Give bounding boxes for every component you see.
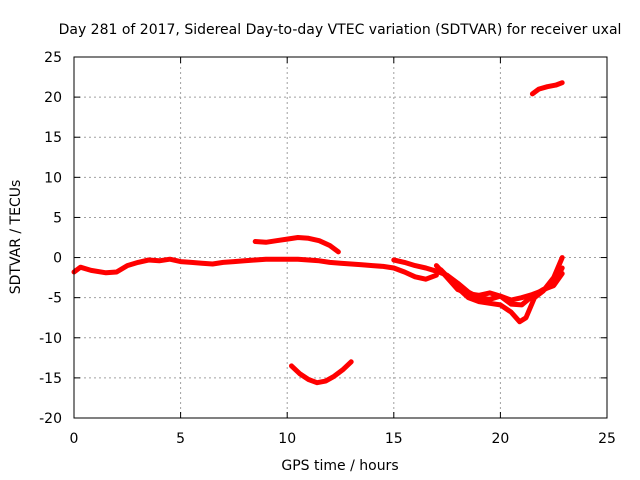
y-tick-label: -20 xyxy=(39,411,62,427)
y-tick-label: 25 xyxy=(44,50,62,66)
x-axis-label: GPS time / hours xyxy=(281,458,398,474)
axis-ticks: 0 5 10 15 20 25 -20 -15 -10 -5 0 5 10 15 20 25 xyxy=(39,50,616,447)
series-main-track xyxy=(71,256,439,282)
chart-title: Day 281 of 2017, Sidereal Day-to-day VTE… xyxy=(59,22,622,38)
y-axis-label: SDTVAR / TECUs xyxy=(8,180,24,295)
grid-lines xyxy=(74,57,607,418)
x-tick-label: 0 xyxy=(70,431,79,447)
y-tick-label: -15 xyxy=(39,371,62,387)
data-series xyxy=(71,80,565,386)
series-lower-arc xyxy=(289,359,354,386)
series-branch-c xyxy=(433,263,565,308)
y-tick-label: 5 xyxy=(53,210,62,226)
y-tick-label: 20 xyxy=(44,90,62,106)
y-tick-label: -10 xyxy=(39,331,62,347)
y-tick-label: 15 xyxy=(44,130,62,146)
x-tick-label: 25 xyxy=(598,431,616,447)
x-tick-label: 20 xyxy=(491,431,509,447)
y-tick-label: 10 xyxy=(44,170,62,186)
x-tick-label: 15 xyxy=(385,431,403,447)
x-tick-label: 10 xyxy=(278,431,296,447)
series-top-segment xyxy=(529,80,565,97)
plot-frame xyxy=(73,56,608,419)
series-upper-arc xyxy=(252,235,341,255)
x-tick-label: 5 xyxy=(176,431,185,447)
y-tick-label: -5 xyxy=(48,291,62,307)
y-tick-label: 0 xyxy=(53,251,62,267)
